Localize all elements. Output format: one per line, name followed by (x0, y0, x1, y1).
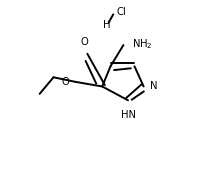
Text: N: N (150, 82, 158, 91)
Text: HN: HN (121, 110, 135, 120)
Text: O: O (81, 38, 89, 47)
Text: H: H (103, 20, 111, 30)
Text: Cl: Cl (117, 7, 127, 17)
Text: O: O (61, 77, 69, 87)
Text: NH$_2$: NH$_2$ (132, 37, 152, 51)
